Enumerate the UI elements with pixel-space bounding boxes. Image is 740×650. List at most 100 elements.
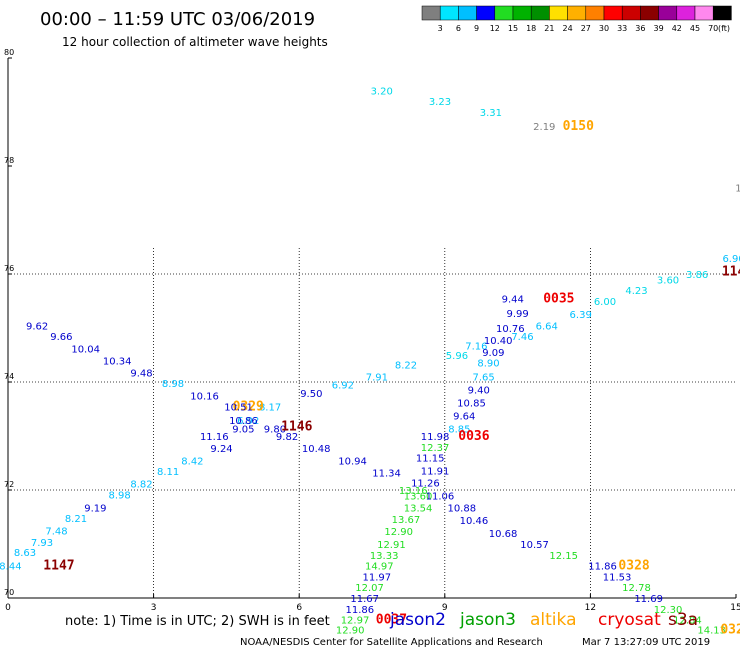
wave-height-label: 11.69: [634, 594, 663, 605]
pass-time-label: 0327: [720, 622, 740, 637]
colorbar-tick-label: 24: [563, 24, 573, 33]
colorbar-swatch: [585, 5, 605, 21]
wave-height-label: 7.91: [366, 373, 388, 384]
wave-height-label: 10.16: [190, 392, 219, 403]
chart-title: 00:00 – 11:59 UTC 03/06/2019: [40, 9, 315, 30]
colorbar-swatch: [694, 5, 714, 21]
wave-height-label: 13.54: [404, 503, 433, 514]
wave-height-label: 9.50: [300, 389, 322, 400]
colorbar-swatch: [476, 5, 496, 21]
wave-height-label: 11.86: [346, 605, 375, 616]
colorbar-swatch: [621, 5, 641, 21]
wave-height-label: 10.76: [496, 324, 525, 335]
x-tick-label: 0: [5, 603, 11, 613]
colorbar-tick-label: 70: [708, 24, 718, 33]
wave-height-label: 8.21: [65, 514, 87, 525]
wave-height-label: 8.82: [130, 480, 152, 491]
wave-height-label: 10.51: [224, 402, 253, 413]
colorbar-tick-label: 27: [581, 24, 591, 33]
wave-height-label: 8.98: [162, 379, 184, 390]
y-tick-label: 74: [4, 372, 14, 381]
y-tick-label: 70: [4, 588, 14, 597]
wave-height-label: 6.92: [237, 416, 259, 427]
wave-height-label: 12.15: [549, 551, 578, 562]
wave-height-label: 10.85: [457, 399, 486, 410]
wave-height-label: 11.86: [588, 562, 617, 573]
wave-height-label: 6.00: [594, 297, 616, 308]
wave-height-label: 7.93: [31, 538, 53, 549]
colorbar-swatch: [421, 5, 441, 21]
wave-height-label: 3.86: [686, 270, 708, 281]
wave-height-label: 5.96: [446, 351, 468, 362]
colorbar-tick-label: 9: [474, 24, 479, 33]
x-tick-label: 15: [730, 603, 740, 613]
colorbar-tick-label: 30: [599, 24, 609, 33]
chart-subtitle: 12 hour collection of altimeter wave hei…: [62, 35, 328, 49]
colorbar-swatch: [530, 5, 550, 21]
plot-area: 0 3 6 9 12 15 70 72 74 76 78 80: [4, 48, 740, 613]
colorbar-tick-label: 18: [526, 24, 536, 33]
colorbar-legend: 3 6 9 12 15 18 21 24 27 30 33 36 39 42 45 70 (ft): [421, 5, 732, 33]
wave-height-label: 9.82: [276, 432, 298, 443]
wave-height-label: 14.13: [697, 625, 726, 636]
wave-height-label: 11.98: [421, 432, 450, 443]
y-tick-label: 72: [4, 480, 14, 489]
wave-height-label: 7.65: [472, 373, 494, 384]
wave-height-label: 11.06: [426, 491, 455, 502]
wave-height-label: 11.15: [416, 454, 445, 465]
y-tick-label: 80: [4, 48, 14, 57]
wave-height-label: 4.23: [625, 286, 647, 297]
colorbar-swatch: [712, 5, 732, 21]
wave-height-label: 8.90: [477, 359, 499, 370]
wave-height-label: 9.40: [468, 386, 490, 397]
wave-height-label: 9.62: [26, 321, 48, 332]
wave-height-label: 9.48: [130, 368, 152, 379]
wave-height-label: 10.86: [229, 416, 258, 427]
wave-height-label: 10.68: [489, 529, 518, 540]
colorbar-tick-label: 3: [438, 24, 443, 33]
wave-height-label: 3.31: [480, 108, 502, 119]
wave-height-label: 12.37: [421, 443, 450, 454]
wave-height-label: 7.46: [511, 332, 533, 343]
y-tick-label: 78: [4, 156, 14, 165]
wave-height-label: 10.04: [71, 345, 100, 356]
wave-height-label: 9.44: [502, 294, 524, 305]
wave-height-label: 9.66: [50, 332, 72, 343]
satellite-legend: jason2 jason3 altika cryosat s3a: [389, 610, 698, 630]
wave-height-label: 6.39: [570, 310, 592, 321]
colorbar-tick-label: 6: [456, 24, 461, 33]
colorbar-tick-label: 21: [544, 24, 554, 33]
x-tick-label: 6: [296, 603, 302, 613]
wave-height-label: 3.23: [429, 97, 451, 108]
wave-height-label: 10.48: [302, 444, 331, 455]
wave-height-label: 3.20: [371, 86, 393, 97]
colorbar-tick-label: 15: [508, 24, 518, 33]
pass-time-label: 0150: [563, 119, 594, 134]
wave-height-label: 9.99: [506, 309, 528, 320]
wave-height-label: 9.09: [482, 348, 504, 359]
wave-height-label: 12.90: [384, 527, 413, 538]
colorbar-swatch: [439, 5, 459, 21]
satellite-cryosat: cryosat: [598, 610, 661, 630]
colorbar-tick-label: 36: [635, 24, 645, 33]
colorbar-swatch: [458, 5, 477, 21]
pass-time-label: 114: [722, 264, 740, 279]
colorbar-tick-label: 39: [654, 24, 664, 33]
pass-time-label: 0035: [543, 291, 574, 306]
wave-height-label: 8.11: [157, 467, 179, 478]
pass-time-label: 1147: [43, 559, 74, 574]
pass-time-label: 0036: [458, 429, 489, 444]
wave-height-label: 6.90: [722, 254, 740, 265]
colorbar-swatch: [658, 5, 678, 21]
wave-height-label: 8.63: [14, 548, 36, 559]
wave-height-label: 8.98: [108, 490, 130, 501]
wave-height-label: 9.24: [210, 444, 232, 455]
wave-height-label: 11.34: [372, 469, 401, 480]
wave-height-label: 12.84: [673, 616, 702, 627]
wave-height-label: 7.48: [45, 527, 67, 538]
wave-height-label: 9.19: [84, 503, 106, 514]
wave-height-label: 11.16: [200, 432, 229, 443]
wave-height-label: 10.46: [460, 516, 489, 527]
wave-height-label: 10.40: [484, 336, 513, 347]
wave-height-label: 10.94: [338, 456, 367, 467]
